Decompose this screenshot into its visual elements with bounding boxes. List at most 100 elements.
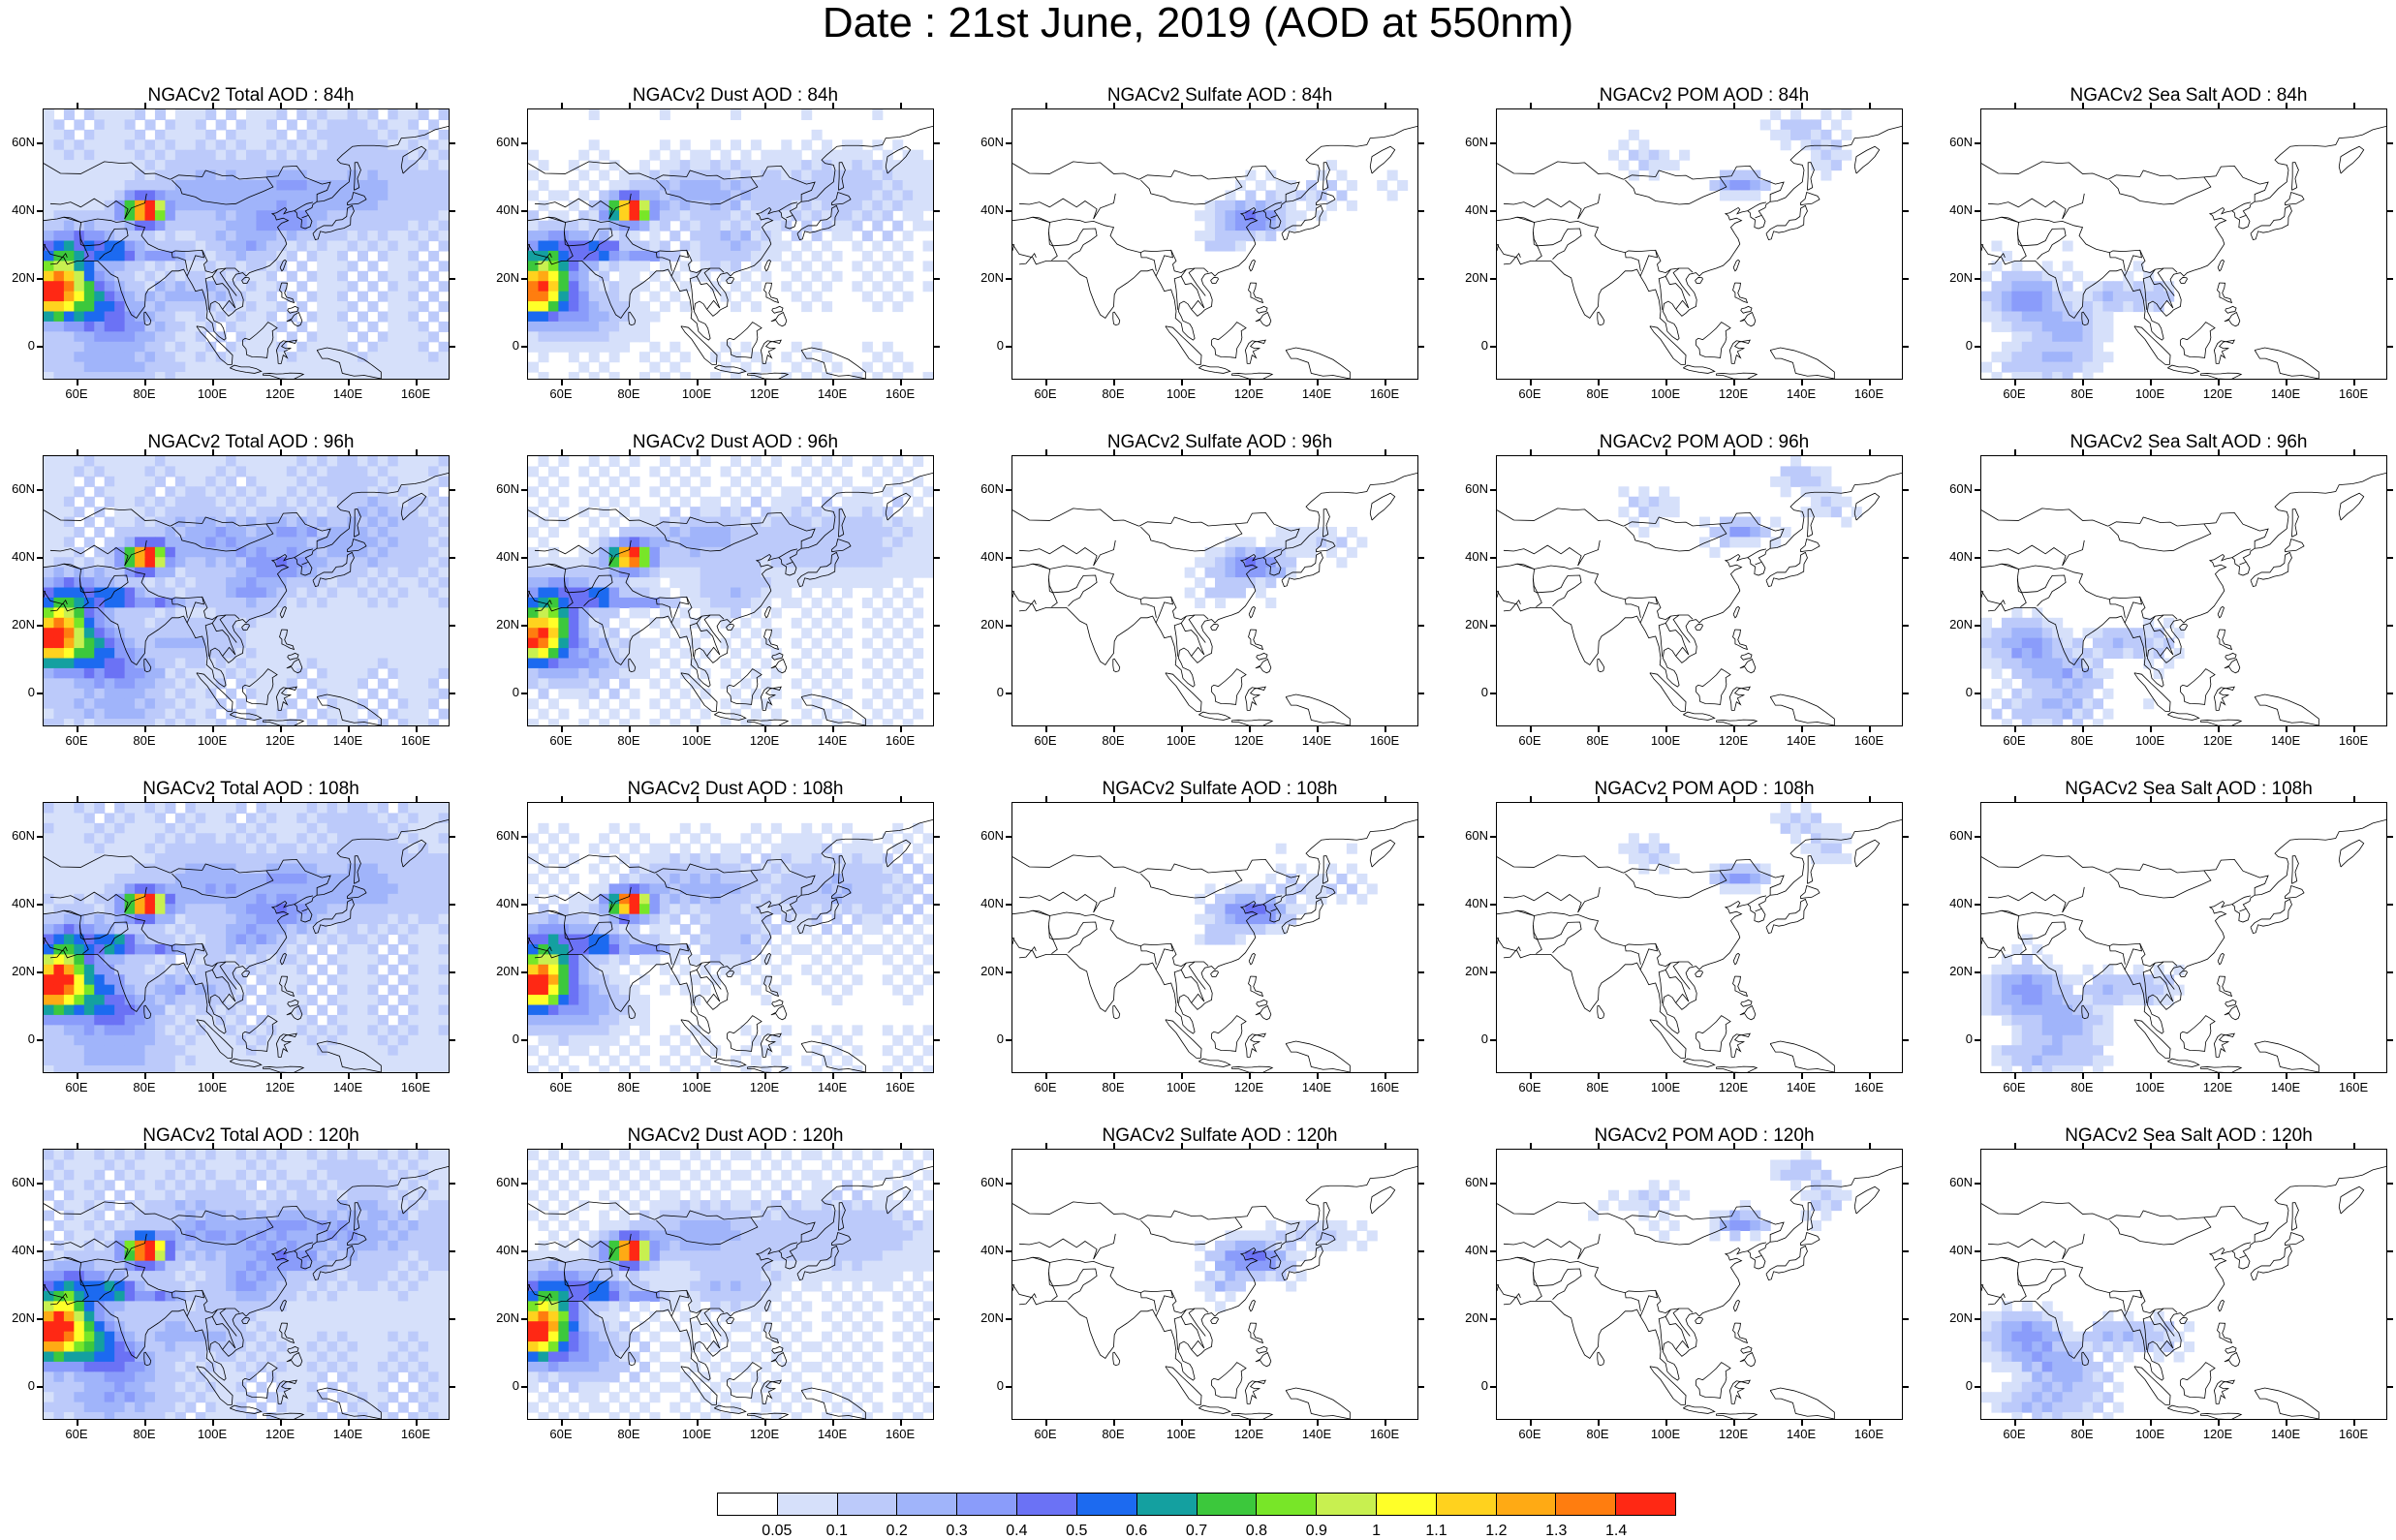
aod-cell	[307, 342, 318, 353]
aod-cell	[317, 648, 327, 659]
aod-cell	[185, 874, 196, 884]
aod-cell	[205, 844, 216, 854]
aod-cell	[548, 618, 559, 629]
aod-cell	[548, 331, 559, 342]
aod-cell	[175, 477, 186, 487]
aod-cell	[114, 537, 125, 547]
aod-cell	[419, 537, 429, 547]
aod-cell	[2052, 698, 2063, 709]
aod-cell	[528, 231, 539, 241]
aod-cell	[327, 292, 338, 302]
country-border	[1033, 217, 1208, 272]
aod-cell	[639, 251, 650, 262]
aod-cell	[175, 883, 186, 894]
aod-cell	[145, 823, 156, 834]
aod-cell	[1629, 497, 1639, 508]
aod-cell	[832, 251, 843, 262]
aod-cell	[2022, 331, 2033, 342]
aod-cell	[44, 261, 54, 271]
aod-cell	[731, 537, 741, 547]
aod-cell	[1276, 221, 1287, 231]
aod-cell	[216, 456, 227, 467]
aod-cell	[812, 210, 823, 221]
aod-cell	[337, 598, 348, 608]
aod-cell	[236, 607, 247, 618]
lon-tick	[1045, 726, 1047, 732]
aod-cell	[246, 598, 257, 608]
aod-cell	[669, 557, 680, 568]
aod-cell	[53, 709, 64, 720]
aod-cell	[398, 537, 409, 547]
aod-cell	[44, 456, 54, 467]
aod-cell	[196, 588, 206, 599]
lon-tick	[1598, 726, 1600, 732]
lon-tick-label: 100E	[677, 387, 716, 401]
aod-cell	[700, 709, 711, 720]
aod-cell	[1811, 486, 1821, 497]
aod-cell	[1831, 139, 1842, 150]
map-frame	[527, 108, 934, 380]
aod-cell	[337, 231, 348, 241]
aod-cell	[64, 210, 75, 221]
aod-cell	[669, 231, 680, 241]
aod-cell	[246, 160, 257, 170]
aod-cell	[358, 477, 368, 487]
aod-cell	[296, 160, 307, 170]
aod-cell	[569, 231, 579, 241]
aod-cell	[287, 537, 297, 547]
aod-cell	[398, 130, 409, 140]
aod-cell	[731, 251, 741, 262]
aod-cell	[155, 577, 166, 588]
aod-cell	[558, 618, 569, 629]
aod-cell	[398, 342, 409, 353]
aod-cell	[822, 537, 832, 547]
aod-cell	[205, 709, 216, 720]
lon-tick	[2014, 380, 2016, 385]
aod-cell	[731, 577, 741, 588]
country-border	[2063, 194, 2085, 219]
aod-cell	[892, 352, 903, 362]
aod-cell	[84, 659, 95, 669]
aod-cell	[558, 312, 569, 323]
aod-cell	[185, 568, 196, 578]
aod-cell	[923, 547, 933, 558]
aod-cell	[2083, 301, 2094, 312]
aod-cell	[246, 527, 257, 538]
coastline	[761, 340, 781, 363]
aod-cell	[1781, 486, 1791, 497]
panel-title: NGACv2 Total AOD : 96h	[33, 432, 469, 453]
aod-cell	[872, 668, 883, 679]
aod-cell	[226, 261, 236, 271]
aod-cell	[205, 221, 216, 231]
aod-cell	[337, 517, 348, 528]
aod-cell	[2123, 292, 2133, 302]
aod-cell	[226, 221, 236, 231]
aod-cell	[44, 517, 54, 528]
aod-cell	[1256, 547, 1266, 558]
aod-cell	[105, 864, 115, 875]
aod-cell	[609, 598, 620, 608]
lat-tick-label: 60N	[1938, 482, 1973, 496]
aod-cell	[2042, 372, 2053, 379]
aod-cell	[883, 466, 893, 477]
aod-cell	[74, 507, 84, 517]
aod-cell	[287, 668, 297, 679]
aod-cell	[105, 904, 115, 914]
aod-cell	[428, 231, 439, 241]
aod-cell	[378, 557, 389, 568]
aod-cell	[792, 251, 802, 262]
aod-cell	[196, 709, 206, 720]
aod-cell	[923, 221, 933, 231]
aod-cell	[2052, 352, 2063, 362]
aod-cell	[548, 312, 559, 323]
aod-cell	[558, 456, 569, 467]
aod-cell	[165, 853, 175, 864]
aod-cell	[740, 517, 751, 528]
aod-cell	[317, 331, 327, 342]
aod-cell	[317, 689, 327, 699]
aod-cell	[2011, 322, 2022, 332]
lat-tick-label: 60N	[484, 482, 519, 496]
aod-cell	[1225, 200, 1235, 211]
aod-cell	[256, 668, 266, 679]
aod-cell	[94, 618, 105, 629]
